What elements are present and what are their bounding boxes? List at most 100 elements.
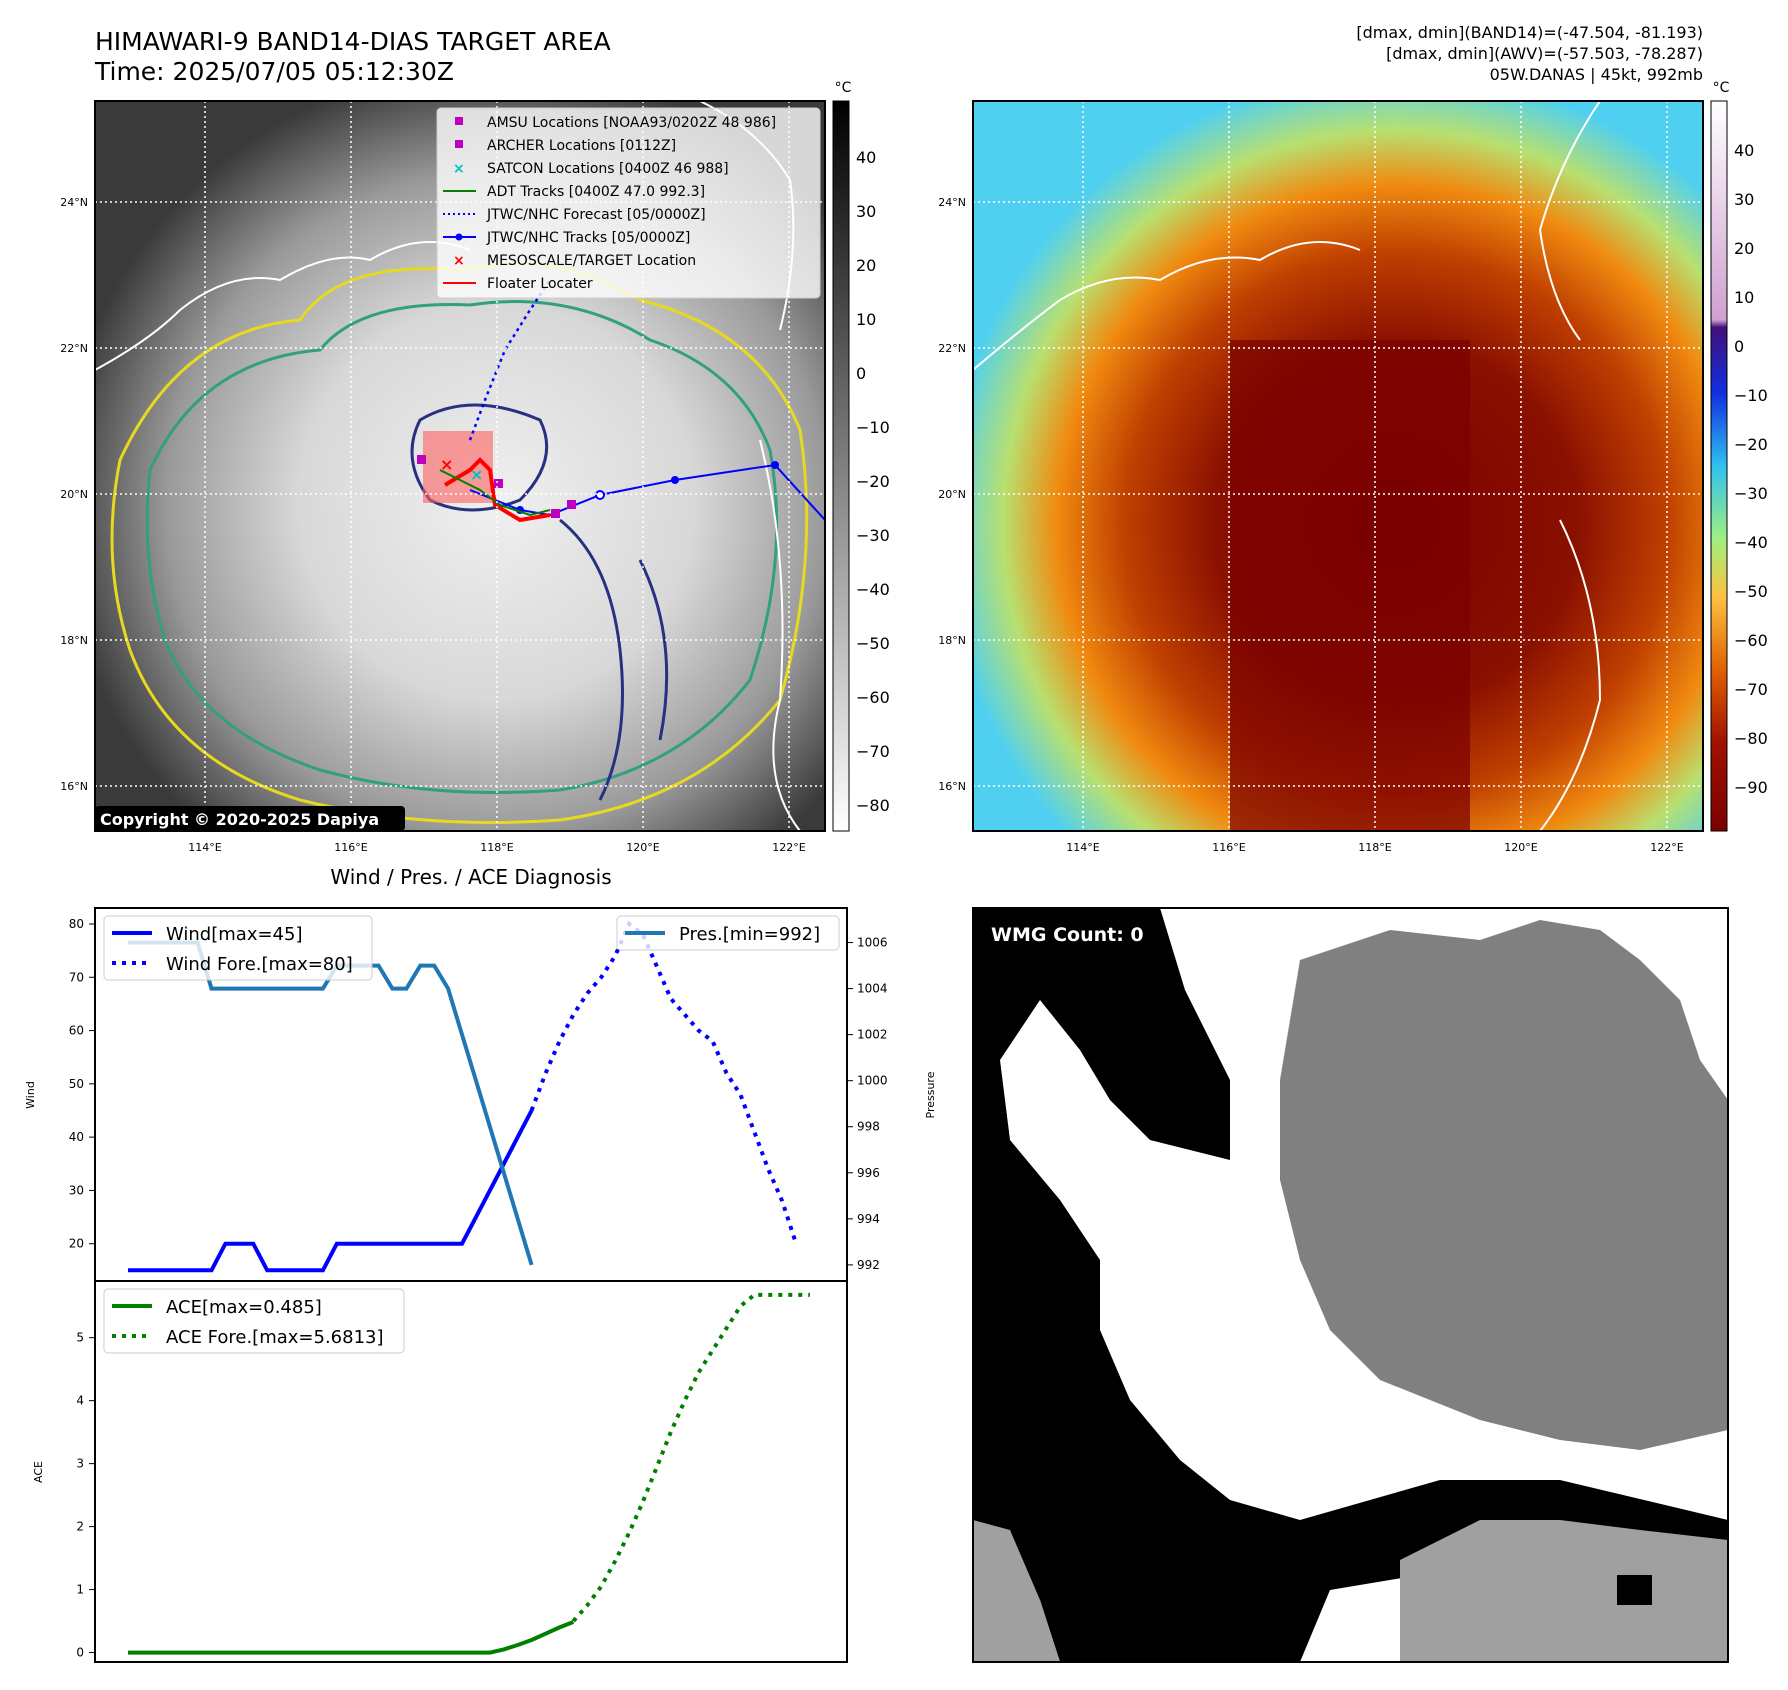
awv-map-frame bbox=[972, 100, 1704, 832]
awv-colorbar bbox=[1710, 100, 1728, 832]
floater-track bbox=[443, 457, 551, 523]
svg-text:0: 0 bbox=[856, 364, 866, 383]
svg-text:−50: −50 bbox=[1734, 582, 1768, 601]
svg-text:20: 20 bbox=[856, 256, 876, 275]
ace-tick-label: 4 bbox=[76, 1394, 84, 1408]
svg-text:−60: −60 bbox=[1734, 631, 1768, 650]
wind-tick-label: 80 bbox=[69, 917, 84, 931]
legend-ace: ACE[max=0.485] bbox=[166, 1297, 322, 1318]
ir-contour-mid bbox=[145, 300, 779, 794]
lon-tick-122: 122°E bbox=[772, 841, 805, 854]
awv-map-panel: 24°N 22°N 20°N 18°N 16°N 114°E 116°E 118… bbox=[938, 80, 1768, 854]
ace-tick-label: 5 bbox=[76, 1331, 84, 1345]
svg-text:−40: −40 bbox=[1734, 533, 1768, 552]
wind-tick-label: 60 bbox=[69, 1024, 84, 1038]
wind-tick-label: 70 bbox=[69, 970, 84, 984]
legend-mesoscale: MESOSCALE/TARGET Location bbox=[487, 253, 696, 269]
wmg-lightgray-region bbox=[1400, 1520, 1728, 1662]
lat-tick-18: 18°N bbox=[60, 634, 88, 647]
svg-text:20: 20 bbox=[1734, 239, 1754, 258]
pressure-tick-label: 1004 bbox=[857, 982, 888, 996]
pressure-tick-label: 998 bbox=[857, 1120, 880, 1134]
lat-tick-22: 22°N bbox=[60, 342, 88, 355]
wind-tick-label: 40 bbox=[69, 1130, 84, 1144]
svg-text:−10: −10 bbox=[1734, 386, 1768, 405]
wmg-black-region bbox=[973, 908, 1728, 1662]
svg-text:40: 40 bbox=[856, 148, 876, 167]
svg-text:−70: −70 bbox=[856, 742, 890, 761]
svg-text:−90: −90 bbox=[1734, 778, 1768, 797]
svg-text:−40: −40 bbox=[856, 580, 890, 599]
ace-axis-label: ACE bbox=[32, 1461, 45, 1483]
awv-cold-block bbox=[1230, 340, 1470, 831]
awv-lat-tick-24: 24°N bbox=[938, 196, 966, 209]
ace-tick-label: 3 bbox=[76, 1457, 84, 1471]
ace-chart: 0 1 2 3 4 5 ACE ACE[max=0.485] ACE Fore.[max=… bbox=[32, 1280, 848, 1663]
wind-axis-ticks: 20 30 40 50 60 70 80 bbox=[69, 917, 95, 1251]
wmg-gray-region bbox=[1280, 920, 1728, 1450]
wind-forecast-line bbox=[529, 920, 799, 1245]
mesoscale-marker: × bbox=[440, 455, 453, 474]
awv-lat-tick-18: 18°N bbox=[938, 634, 966, 647]
svg-text:−20: −20 bbox=[1734, 435, 1768, 454]
svg-text:40: 40 bbox=[1734, 141, 1754, 160]
awv-lat-tick-16: 16°N bbox=[938, 780, 966, 793]
legend-pressure: Pres.[min=992] bbox=[679, 924, 820, 945]
amsu-marker bbox=[494, 479, 503, 488]
info-line-3: 05W.DANAS | 45kt, 992mb bbox=[1490, 65, 1703, 84]
ir-colorbar-unit: °C bbox=[835, 80, 852, 96]
svg-text:−10: −10 bbox=[856, 418, 890, 437]
adt-track bbox=[439, 469, 551, 517]
svg-text:−50: −50 bbox=[856, 634, 890, 653]
pressure-axis-ticks: 992 994 996 998 1000 1002 1004 1006 bbox=[847, 936, 888, 1272]
jtwc-point bbox=[595, 490, 605, 500]
awv-lon-tick-120: 120°E bbox=[1504, 841, 1537, 854]
awv-lat-tick-22: 22°N bbox=[938, 342, 966, 355]
legend-jtwc-tracks: JTWC/NHC Tracks [05/0000Z] bbox=[486, 230, 690, 246]
awv-colorbar-unit: °C bbox=[1713, 80, 1730, 96]
pressure-axis-label: Pressure bbox=[924, 1071, 937, 1118]
svg-text:0: 0 bbox=[1734, 337, 1744, 356]
ace-observed-line bbox=[128, 1620, 575, 1655]
pressure-tick-label: 1006 bbox=[857, 936, 888, 950]
ace-tick-label: 2 bbox=[76, 1520, 84, 1534]
diagnosis-title: Wind / Pres. / ACE Diagnosis bbox=[330, 865, 611, 889]
legend-satcon: SATCON Locations [0400Z 46 988] bbox=[487, 161, 729, 177]
info-line-2: [dmax, dmin](AWV)=(-57.503, -78.287) bbox=[1386, 44, 1703, 63]
amsu-marker bbox=[551, 509, 560, 518]
wmg-lightgray-region-left bbox=[973, 1520, 1060, 1662]
pressure-tick-label: 1002 bbox=[857, 1028, 888, 1042]
ace-forecast-line bbox=[571, 1292, 810, 1623]
ir-map-frame bbox=[94, 100, 826, 832]
svg-text:−70: −70 bbox=[1734, 680, 1768, 699]
wmg-frame bbox=[972, 907, 1729, 1663]
jtwc-forecast-track bbox=[468, 279, 552, 441]
wind-tick-label: 20 bbox=[69, 1237, 84, 1251]
legend-wind-fore: Wind Fore.[max=80] bbox=[166, 954, 353, 975]
amsu-marker bbox=[567, 500, 576, 509]
awv-gridlines bbox=[973, 101, 1703, 831]
svg-text:30: 30 bbox=[1734, 190, 1754, 209]
wmg-black-spot bbox=[1617, 1575, 1652, 1605]
ir-map-panel: × × 24°N 22°N 20°N 18°N 16°N 114°E 116°E… bbox=[60, 80, 890, 854]
wind-observed-line bbox=[128, 1109, 534, 1273]
awv-coastline bbox=[973, 101, 1602, 831]
legend-jtwc-forecast: JTWC/NHC Forecast [05/0000Z] bbox=[486, 207, 706, 223]
svg-text:30: 30 bbox=[856, 202, 876, 221]
wind-tick-label: 30 bbox=[69, 1183, 84, 1197]
figure-title: HIMAWARI-9 BAND14-DIAS TARGET AREA bbox=[95, 27, 611, 56]
wind-pressure-chart: 20 30 40 50 60 70 80 992 994 996 998 1000 1002 1004 1… bbox=[24, 907, 937, 1282]
lon-tick-114: 114°E bbox=[188, 841, 221, 854]
ace-tick-label: 0 bbox=[76, 1646, 84, 1660]
pressure-tick-label: 992 bbox=[857, 1258, 880, 1272]
wind-axis-label: Wind bbox=[24, 1081, 37, 1109]
ir-contour-band bbox=[559, 518, 669, 801]
wmg-label-box bbox=[983, 919, 1163, 949]
wmg-count-label: WMG Count: 0 bbox=[991, 924, 1144, 946]
awv-lat-tick-20: 20°N bbox=[938, 488, 966, 501]
pressure-tick-label: 996 bbox=[857, 1166, 880, 1180]
pressure-legend: Pres.[min=992] bbox=[616, 915, 840, 951]
wind-tick-label: 50 bbox=[69, 1077, 84, 1091]
legend-ace-fore: ACE Fore.[max=5.6813] bbox=[166, 1327, 384, 1348]
amsu-marker bbox=[417, 455, 426, 464]
